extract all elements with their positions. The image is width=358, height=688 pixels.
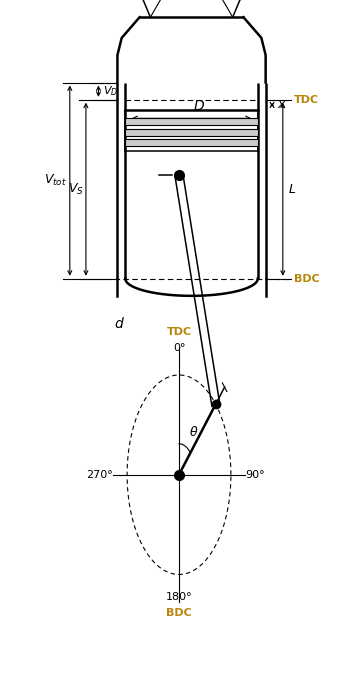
Text: $\theta$: $\theta$: [189, 425, 198, 439]
Bar: [125, 129, 258, 136]
Bar: [125, 139, 258, 146]
Text: $L$: $L$: [288, 183, 296, 195]
Text: $d$: $d$: [115, 316, 125, 331]
Text: $V_D$: $V_D$: [103, 84, 118, 98]
Text: 180°: 180°: [166, 592, 192, 602]
Bar: [125, 118, 258, 125]
Text: $D$: $D$: [193, 99, 205, 113]
Text: $V_S$: $V_S$: [68, 182, 84, 197]
Text: $V_{tot}$: $V_{tot}$: [44, 173, 67, 188]
Text: 0°: 0°: [173, 343, 185, 353]
Text: BDC: BDC: [166, 608, 192, 618]
Text: BDC: BDC: [294, 274, 320, 283]
Text: TDC: TDC: [294, 95, 319, 105]
Text: 270°: 270°: [86, 470, 113, 480]
Text: 90°: 90°: [245, 470, 265, 480]
Text: TDC: TDC: [166, 327, 192, 337]
Text: $x$: $x$: [277, 98, 287, 111]
